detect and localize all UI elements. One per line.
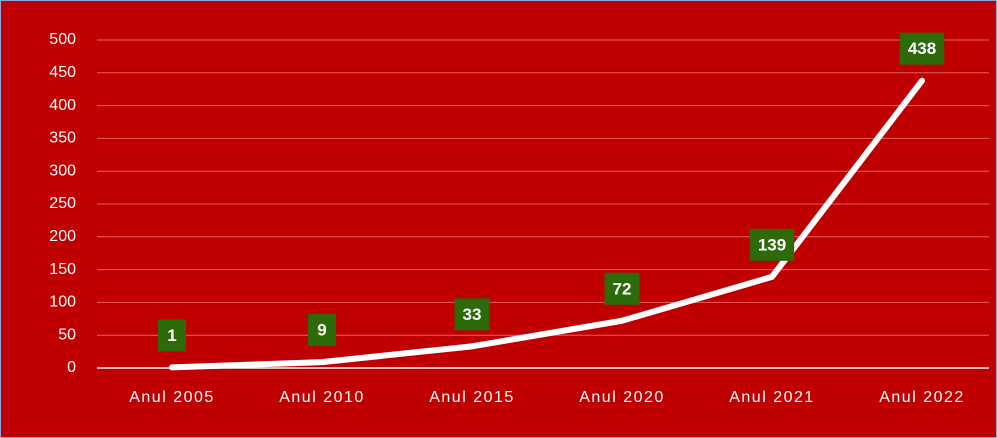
x-tick-label: Anul 2022 [879, 389, 965, 406]
data-label-box [899, 32, 945, 65]
data-label: 33 [454, 298, 490, 331]
y-tick-label: 0 [67, 359, 76, 376]
y-tick-label: 250 [49, 195, 76, 212]
data-label-text: 33 [463, 305, 482, 324]
data-label: 72 [604, 272, 640, 305]
data-label-box [454, 298, 490, 331]
y-tick-label: 50 [58, 326, 76, 343]
data-label-box [749, 228, 795, 261]
x-tick-label: Anul 2005 [129, 389, 215, 406]
x-tick-label: Anul 2020 [579, 389, 665, 406]
y-tick-label: 300 [49, 162, 76, 179]
data-label: 438 [899, 32, 945, 65]
data-label: 9 [308, 314, 336, 347]
data-label-text: 9 [317, 321, 326, 340]
data-label-box [308, 314, 336, 347]
data-label-text: 1 [167, 326, 176, 345]
x-tick-label: Anul 2010 [279, 389, 365, 406]
y-tick-label: 400 [49, 97, 76, 114]
line [169, 77, 925, 371]
y-tick-label: 100 [49, 294, 76, 311]
y-tick-label: 200 [49, 228, 76, 245]
data-label: 1 [158, 319, 186, 352]
data-label-text: 72 [613, 279, 632, 298]
data-label-box [158, 319, 186, 352]
data-label: 139 [749, 228, 795, 261]
x-tick-label: Anul 2021 [729, 389, 815, 406]
y-tick-label: 450 [49, 64, 76, 81]
y-tick-label: 150 [49, 261, 76, 278]
data-label-text: 139 [758, 235, 786, 254]
x-tick-label: Anul 2015 [429, 389, 515, 406]
y-tick-label: 500 [49, 31, 76, 48]
y-tick-label: 350 [49, 130, 76, 147]
data-label-box [604, 272, 640, 305]
data-label-text: 438 [908, 39, 936, 58]
